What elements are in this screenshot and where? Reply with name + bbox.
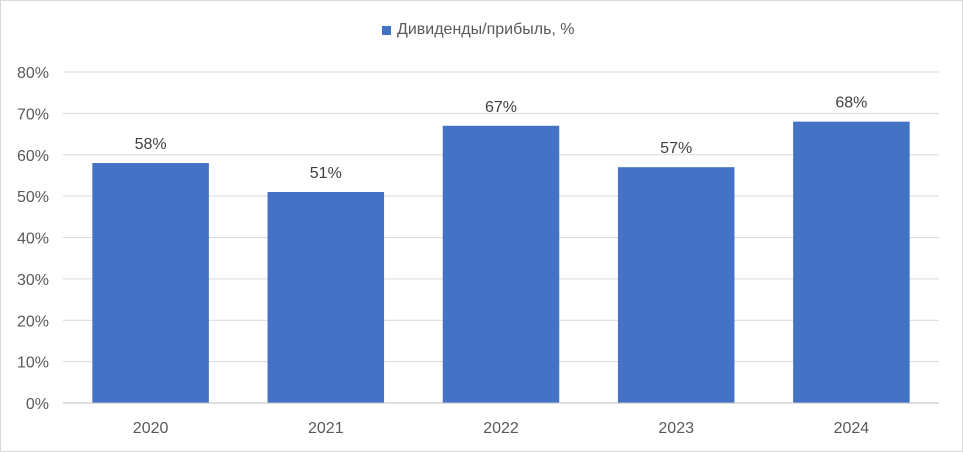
y-tick-label: 50% bbox=[17, 189, 49, 206]
bar bbox=[92, 163, 209, 403]
x-tick-label: 2021 bbox=[308, 420, 344, 437]
data-label: 51% bbox=[310, 165, 342, 182]
y-tick-label: 80% bbox=[17, 65, 49, 82]
data-label: 67% bbox=[485, 99, 517, 116]
data-label: 57% bbox=[660, 140, 692, 157]
axes: 0% 10% 20% 30% 40% 50% 60% 70% 80% 2020 2021 2022 20… bbox=[17, 65, 939, 437]
x-tick-label: 2023 bbox=[658, 420, 694, 437]
x-tick-label: 2022 bbox=[483, 420, 519, 437]
data-labels: 58% 51% 67% 57% 68% bbox=[135, 95, 868, 182]
bar bbox=[267, 191, 385, 403]
bar bbox=[442, 125, 560, 403]
data-label: 58% bbox=[135, 136, 167, 153]
bar bbox=[793, 121, 910, 404]
y-tick-label: 0% bbox=[26, 396, 49, 413]
x-tick-label: 2020 bbox=[133, 420, 169, 437]
legend: Дивиденды/прибыль, % bbox=[382, 21, 575, 39]
y-tick-label: 60% bbox=[17, 148, 49, 165]
x-tick-label: 2024 bbox=[834, 420, 870, 437]
bar bbox=[617, 167, 735, 403]
data-label: 68% bbox=[835, 95, 867, 112]
y-tick-label: 70% bbox=[17, 106, 49, 123]
y-tick-label: 20% bbox=[17, 313, 49, 330]
y-tick-label: 30% bbox=[17, 272, 49, 289]
legend-swatch bbox=[382, 25, 391, 35]
y-tick-label: 10% bbox=[17, 355, 49, 372]
y-tick-label: 40% bbox=[17, 231, 49, 248]
legend-label: Дивиденды/прибыль, % bbox=[397, 21, 575, 38]
bars bbox=[92, 121, 910, 404]
